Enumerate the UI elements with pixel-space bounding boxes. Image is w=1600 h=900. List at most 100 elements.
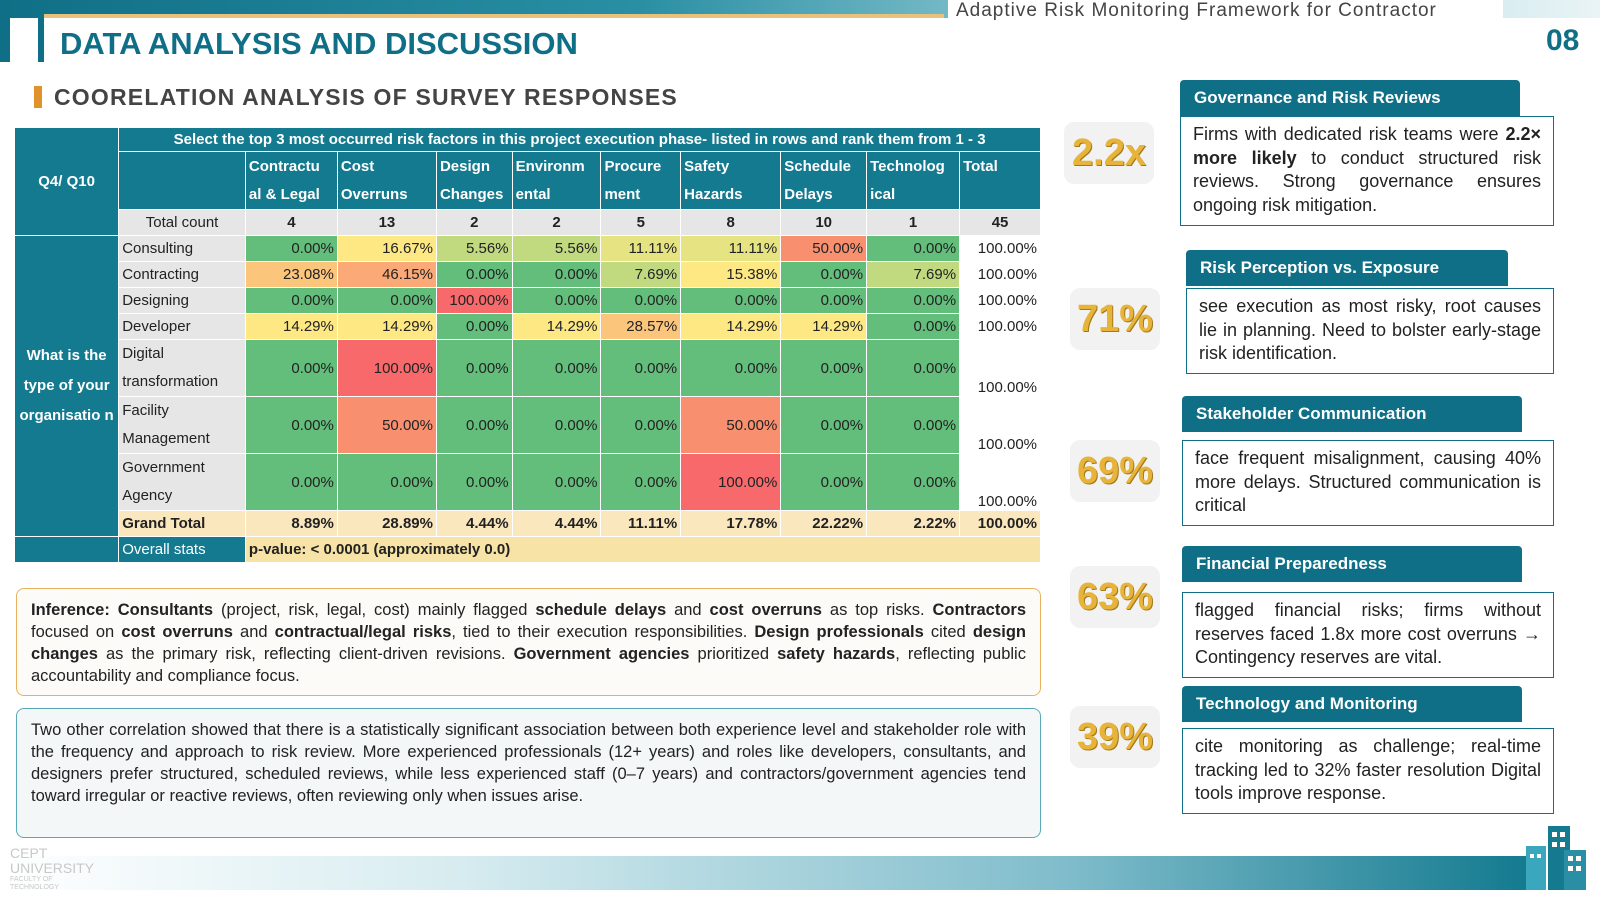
row-label: Government Agency [118,453,246,511]
data-cell: 100.00% [336,339,437,397]
total-count-cell: 2 [435,209,513,236]
overall-stats-label: Overall stats [118,536,246,563]
card-text: see execution as most risky, root causes… [1199,296,1541,363]
grand-total-cell: 100.00% [959,510,1041,537]
card-body: face frequent misalignment, causing 40% … [1182,440,1554,526]
card-body: see execution as most risky, root causes… [1186,288,1554,374]
inference-text: as top risks. [821,601,933,619]
column-header: Total [959,151,1041,210]
card-title: Stakeholder Communication [1182,396,1522,432]
inference-text: design changes [31,623,1026,663]
card-text: to conduct structured risk reviews. Stro… [1193,147,1541,215]
gold-divider [44,14,944,18]
inference-text: as the primary risk, reflecting client-d… [97,645,514,663]
table-row: Developer 14.29% 14.29% 0.00% 14.29% 28.57% 14… [15,313,1041,340]
inference-text: Consultants [109,601,214,619]
total-count-cell: 1 [866,209,961,236]
total-count-cell: 4 [244,209,338,236]
inference-text: safety hazards [777,645,896,663]
data-cell: 14.29% [511,313,602,340]
data-cell: 100.00% [959,453,1041,511]
stat-value: 71% [1070,288,1160,350]
inference-text: , reflecting public accountability and c… [31,645,1026,685]
logo-line: UNIVERSITY [10,860,95,876]
data-cell: 0.00% [244,287,338,314]
data-cell: 0.00% [866,287,961,314]
inference-text: Design professionals [754,623,924,641]
data-cell: 100.00% [959,396,1041,454]
overall-stats-row: Overall stats p-value: < 0.0001 (approxim… [13,536,1042,563]
data-cell: 0.00% [336,287,437,314]
footer-bar [0,856,1530,890]
data-cell: 0.00% [244,235,338,262]
grand-total-cell: 4.44% [511,510,602,537]
data-cell: 0.00% [866,339,961,397]
data-cell: 0.00% [600,339,682,397]
card-text: Firms with dedicated risk teams were [1193,124,1506,144]
grand-total-cell: 11.11% [600,510,682,537]
inference-text: and [666,601,710,619]
data-cell: 0.00% [435,453,513,511]
data-cell: 28.57% [600,313,682,340]
data-cell: 0.00% [866,313,961,340]
data-cell: 0.00% [435,313,513,340]
column-header: Design Changes [435,151,513,210]
stat-value: 2.2x [1064,122,1154,184]
subtitle-accent [34,86,42,108]
data-cell: 50.00% [780,235,868,262]
data-cell: 100.00% [959,339,1041,397]
card-body: Firms with dedicated risk teams were 2.2… [1180,116,1554,226]
inference-text: cited [923,623,973,641]
inference-text: (project, risk, legal, cost) mainly flag… [213,601,536,619]
inference-text: and [232,623,275,641]
data-cell: 100.00% [959,313,1041,340]
card-title: Risk Perception vs. Exposure [1186,250,1508,286]
data-cell: 14.29% [780,313,868,340]
stat-value: 39% [1070,706,1160,768]
data-cell: 100.00% [435,287,513,314]
data-cell: 7.69% [866,261,961,288]
table-row: Facility Management 0.00% 50.00% 0.00% 0.00%… [15,396,1041,454]
card-text: 2.2× more likely [1193,124,1541,168]
data-cell: 0.00% [780,396,868,454]
data-cell: 16.67% [336,235,437,262]
card-text: flagged financial risks; firms without r… [1195,600,1541,667]
data-cell: 23.08% [244,261,338,288]
row-label: Contracting [118,261,246,288]
correlation-table: Q4/ Q10 Select the top 3 most occurred r… [13,127,1042,563]
card-title: Technology and Monitoring [1182,686,1522,722]
data-cell: 0.00% [866,235,961,262]
header-tagline: Adaptive Risk Monitoring Framework for C… [948,0,1503,24]
university-logo: CEPT UNIVERSITY FACULTY OF TECHNOLOGY [10,846,100,892]
column-header: Safety Hazards [680,151,782,210]
overall-stats-value: p-value: < 0.0001 (approximately 0.0) [244,536,1042,563]
total-count-cell: 45 [959,209,1041,236]
data-cell: 0.00% [511,453,602,511]
data-cell: 0.00% [244,396,338,454]
data-cell: 15.38% [680,261,782,288]
column-header: Schedule Delays [780,151,868,210]
data-cell: 0.00% [780,453,868,511]
row-label: Consulting [118,235,246,262]
data-cell: 100.00% [959,235,1041,262]
inference-text: cost overruns [709,601,822,619]
inference-text: focused on [31,623,122,641]
data-cell: 0.00% [780,339,868,397]
building-icon [1526,826,1586,890]
grand-total-cell: 4.44% [435,510,513,537]
data-cell: 0.00% [244,453,338,511]
table-row: What is the type of your organisatio n Co… [13,235,1041,537]
table-row: Government Agency 0.00% 0.00% 0.00% 0.00% 0.0… [15,453,1041,511]
inference-text: schedule delays [535,601,667,619]
card-text: face frequent misalignment, causing 40% … [1195,448,1541,515]
column-header: Cost Overruns [336,151,437,210]
grand-total-cell: 28.89% [336,510,437,537]
row-label: Developer [118,313,246,340]
table-row: Designing 0.00% 0.00% 100.00% 0.00% 0.00% 0.00… [15,287,1041,314]
total-count-cell: 2 [511,209,602,236]
data-cell: 0.00% [680,287,782,314]
data-cell: 5.56% [511,235,602,262]
data-cell: 5.56% [435,235,513,262]
data-cell: 0.00% [435,339,513,397]
card-body: cite monitoring as challenge; real-time … [1182,728,1554,814]
